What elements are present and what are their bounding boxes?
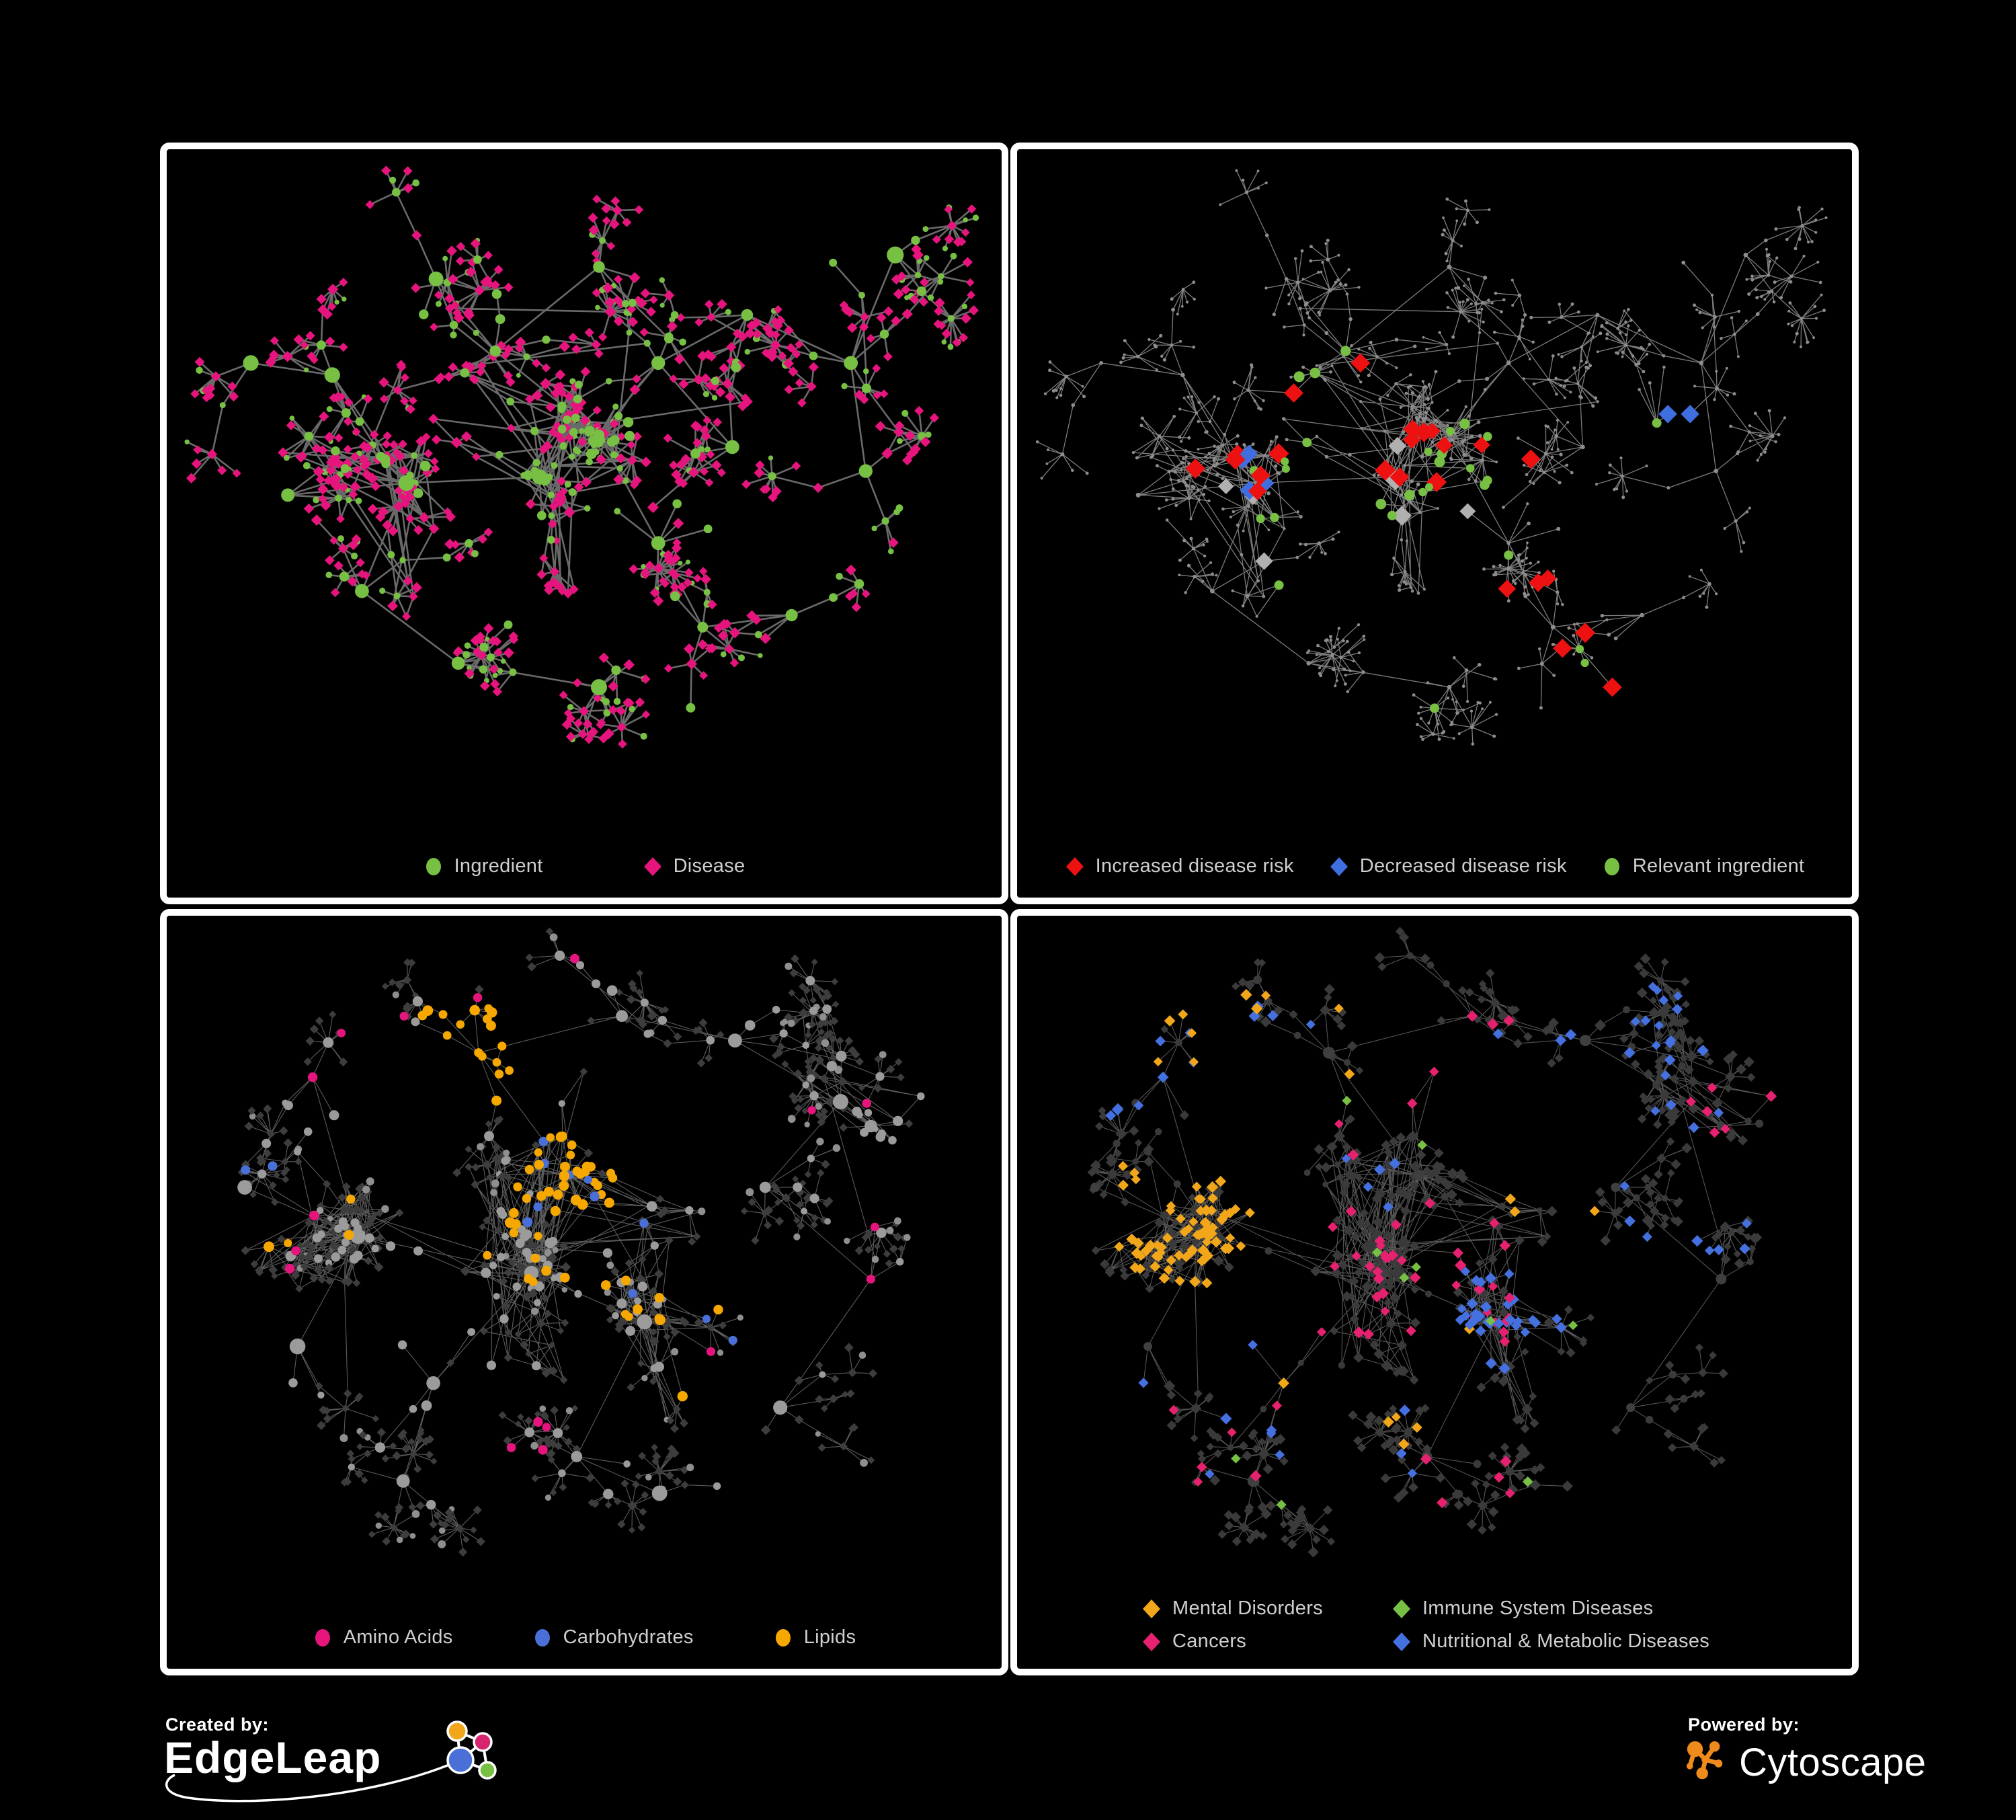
panel-disease-classes: Mental Disorders Immune System Diseases … xyxy=(1010,909,1859,1675)
edgeleap-wordmark: EdgeLeap xyxy=(164,1733,382,1782)
cytoscape-wordmark: Cytoscape xyxy=(1739,1740,1927,1784)
disease-classes-network-graph xyxy=(1087,926,1777,1558)
legend-label: Relevant ingredient xyxy=(1632,855,1805,877)
legend-label: Decreased disease risk xyxy=(1359,855,1567,877)
legend-ingredient-disease: Ingredient Disease xyxy=(167,855,1002,877)
legend-item: Lipids xyxy=(773,1626,856,1649)
legend-item: Disease xyxy=(643,855,745,877)
immune-system-diseases-diamond-icon xyxy=(1393,1599,1410,1618)
legend-label: Increased disease risk xyxy=(1095,855,1294,877)
legend-item: Decreased disease risk xyxy=(1329,855,1567,877)
legend-item: Cancers xyxy=(1141,1630,1392,1653)
panel-ingredient-classes: Amino Acids Carbohydrates Lipids xyxy=(160,909,1008,1675)
legend-item: Carbohydrates xyxy=(532,1626,694,1649)
legend-label: Carbohydrates xyxy=(563,1626,694,1648)
cancers-diamond-icon xyxy=(1143,1632,1160,1651)
legend-label: Amino Acids xyxy=(343,1626,453,1648)
ingredient-classes-network-graph xyxy=(237,927,925,1557)
legend-label: Nutritional & Metabolic Diseases xyxy=(1422,1630,1710,1652)
legend-item: Immune System Diseases xyxy=(1392,1597,1709,1620)
nutritional-metabolic-diseases-diamond-icon xyxy=(1393,1632,1410,1651)
legend-item: Ingredient xyxy=(424,855,543,877)
disease-diamond-icon xyxy=(643,857,661,876)
legend-label: Mental Disorders xyxy=(1172,1597,1323,1619)
powered-by-label: Powered by: xyxy=(1688,1714,1800,1735)
legend-label: Cancers xyxy=(1172,1630,1247,1652)
increased-risk-diamond-icon xyxy=(1065,857,1084,876)
mental-disorders-diamond-icon xyxy=(1143,1599,1160,1618)
legend-item: Relevant ingredient xyxy=(1602,855,1805,877)
panel-disease-risk: Increased disease risk Decreased disease… xyxy=(1010,143,1859,904)
legend-label: Ingredient xyxy=(454,855,543,877)
lipids-circle-icon xyxy=(775,1628,791,1647)
cytoscape-logo-icon xyxy=(1686,1741,1723,1780)
powered-by-branding: Powered by: Cytosc xyxy=(1684,1714,1993,1820)
legend-disease-risk: Increased disease risk Decreased disease… xyxy=(1017,855,1852,877)
ingredient-disease-network-graph xyxy=(184,165,979,749)
relevant-ingredient-circle-icon xyxy=(1604,857,1619,875)
legend-item: Nutritional & Metabolic Diseases xyxy=(1392,1630,1709,1653)
amino-acids-circle-icon xyxy=(315,1628,330,1647)
legend-label: Immune System Diseases xyxy=(1422,1597,1654,1619)
disease-risk-network-graph xyxy=(1035,169,1828,746)
carbohydrates-circle-icon xyxy=(534,1628,550,1647)
created-by-label: Created by: xyxy=(165,1714,270,1735)
legend-disease-classes: Mental Disorders Immune System Diseases … xyxy=(1141,1597,1709,1653)
legend-item: Increased disease risk xyxy=(1065,855,1294,877)
panel-ingredient-disease: Ingredient Disease xyxy=(160,143,1008,904)
edgeleap-logo-icon xyxy=(165,1720,497,1803)
created-by-branding: Created by: EdgeLeap xyxy=(161,1714,578,1820)
legend-item: Amino Acids xyxy=(313,1626,453,1649)
legend-label: Lipids xyxy=(803,1626,856,1648)
legend-label: Disease xyxy=(673,855,745,877)
decreased-risk-diamond-icon xyxy=(1330,857,1348,876)
ingredient-circle-icon xyxy=(426,857,441,875)
legend-item: Mental Disorders xyxy=(1141,1597,1392,1620)
legend-ingredient-classes: Amino Acids Carbohydrates Lipids xyxy=(167,1626,1002,1649)
